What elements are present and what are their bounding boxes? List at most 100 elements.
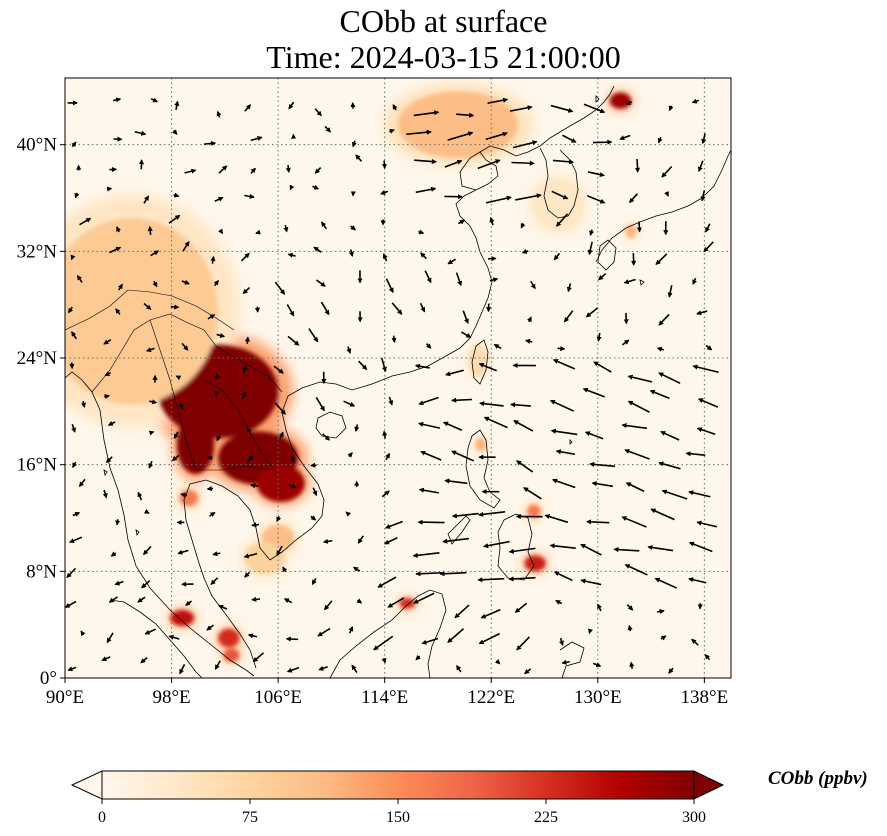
wind-arrow [392,104,398,111]
wind-arrow [380,190,389,195]
wind-arrow [623,278,636,285]
wind-arrow [168,214,181,224]
wind-arrow [513,420,534,432]
wind-arrow [654,577,678,589]
wind-arrow [691,98,699,104]
wind-arrow [321,221,328,230]
colorbar-tick-label: 0 [98,809,106,826]
wind-arrow [70,254,76,261]
wind-arrow [521,248,529,254]
wind-arrow [185,600,193,606]
wind-arrow [324,600,333,611]
wind-arrow [114,580,124,586]
colorbar-tick-label: 75 [242,809,258,826]
wind-arrow [627,624,633,632]
lon-tick-label: 106°E [254,687,302,708]
wind-arrow [388,396,394,406]
wind-arrow [523,487,542,500]
wind-arrow [322,433,331,441]
coastlines [65,85,731,678]
wind-arrow [144,628,157,635]
wind-arrow [661,165,673,178]
wind-arrow [346,346,352,354]
wind-arrow [688,490,711,498]
palawan-coastline [447,515,471,545]
hotspot-core [218,628,240,648]
wind-arrow [244,193,255,199]
wind-arrow [701,133,707,145]
wind-arrow [107,421,116,426]
wind-arrow [81,400,87,408]
wind-arrow [629,193,638,204]
wind-arrow [345,511,352,517]
wind-arrow [493,343,502,350]
wind-arrow [656,608,665,615]
wind-arrow [704,653,711,661]
wind-arrow [483,540,510,549]
wind-arrow [282,566,288,573]
wind-arrow [311,577,317,586]
wind-arrow [485,195,512,204]
wind-arrow [214,660,221,670]
wind-arrow [283,225,289,233]
wind-arrow [244,336,250,344]
wind-arrow [276,545,283,556]
wind-arrow [562,134,577,143]
wind-arrow [664,191,669,197]
wind-arrow [557,346,566,352]
wind-arrow [112,97,122,103]
wind-arrow [354,424,360,433]
wind-arrow [179,663,186,675]
wind-arrow [67,666,77,672]
wind-arrow [544,514,569,524]
wind-arrow [320,301,330,316]
colorbar-tick-label: 225 [534,809,558,826]
wind-arrow [592,662,602,668]
wind-arrow [278,431,284,440]
wind-arrow [627,400,650,413]
lat-tick-label: 8°N [26,561,57,582]
wind-arrow [150,97,159,103]
wind-arrow [692,277,697,285]
sulawesi-coastline [559,641,585,678]
wind-arrow [705,344,713,351]
wind-arrow [566,283,572,293]
wind-arrow [168,634,180,640]
wind-arrow [351,140,357,148]
wind-arrow [315,279,326,287]
korea-coastline [539,147,579,219]
wind-arrow [348,249,354,257]
wind-arrow [175,375,182,381]
wind-arrow [460,331,472,338]
wind-arrow [308,328,319,343]
wind-arrow [454,604,470,619]
wind-arrow [406,129,432,136]
wind-arrow [391,335,397,344]
lat-tick-label: 32°N [17,241,58,262]
map-plot-area [65,78,731,678]
wind-arrow [451,512,479,519]
wind-arrow [242,364,248,374]
wind-arrow [134,130,147,136]
wind-arrow [456,112,475,118]
wind-arrow [312,487,318,497]
wind-arrow [210,577,219,586]
wind-arrow [250,483,259,489]
wind-arrow [580,543,602,556]
mindanao-coastline [497,513,535,581]
hotspot-core [527,504,541,518]
wind-arrow [703,241,714,253]
wind-arrow [285,636,299,642]
wind-arrow [621,339,630,346]
wind-arrow [76,274,83,283]
wind-arrow [103,393,111,400]
wind-arrow [563,310,574,323]
wind-arrow [317,627,331,637]
wind-arrow [313,246,322,253]
wind-arrow [66,567,77,579]
wind-arrow [72,511,81,517]
wind-arrow [206,624,214,631]
wind-arrow [103,339,112,345]
gridlines [65,78,731,678]
